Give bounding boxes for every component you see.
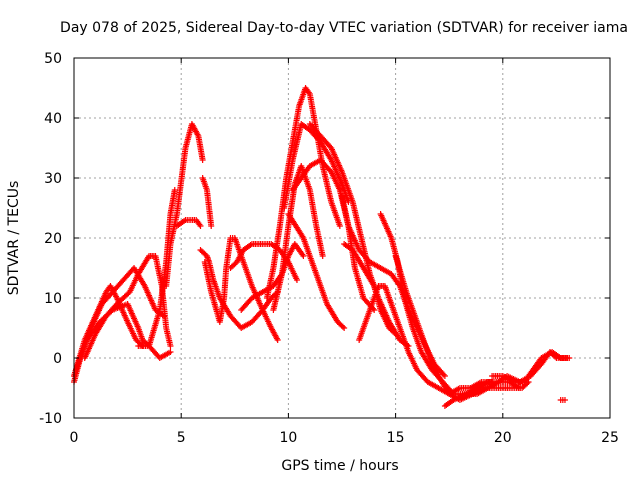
- grid-lines: [74, 58, 610, 418]
- series-arc-9: [199, 175, 215, 229]
- series-arc-11: [227, 241, 300, 283]
- series-arc-22: [356, 283, 496, 397]
- data-point: [339, 323, 346, 330]
- y-tick-label: 10: [44, 291, 62, 307]
- chart-title: Day 078 of 2025, Sidereal Day-to-day VTE…: [60, 20, 628, 36]
- series-arc-13: [263, 85, 343, 301]
- data-point: [566, 355, 573, 361]
- x-tick-label: 20: [494, 430, 512, 446]
- x-axis-label: GPS time / hours: [281, 458, 398, 474]
- data-point: [392, 331, 399, 337]
- data-point: [274, 337, 281, 343]
- data-point: [208, 223, 215, 229]
- x-tick-label: 0: [70, 430, 79, 446]
- y-tick-label: 40: [44, 111, 62, 127]
- data-point: [561, 397, 568, 403]
- series-arc-10: [201, 235, 281, 343]
- series-arc-4: [73, 301, 174, 373]
- x-tick-label: 10: [279, 430, 297, 446]
- data-point: [391, 329, 398, 336]
- axis-ticks: 0 5 10 15 20 25 -10 0 10 20 30 40 50: [39, 51, 619, 446]
- x-tick-label: 15: [387, 430, 405, 446]
- data-point: [440, 371, 447, 378]
- data-point: [167, 349, 174, 355]
- series-arc-21: [377, 211, 523, 397]
- data-point: [167, 343, 174, 349]
- y-tick-label: 20: [44, 231, 62, 247]
- series-arc-23: [392, 253, 532, 403]
- series-arc-26: [557, 397, 568, 403]
- series-arc-20: [341, 241, 399, 337]
- series-arc-15: [281, 121, 352, 211]
- series-arc-25: [489, 349, 573, 385]
- y-tick-label: 50: [44, 51, 62, 67]
- data-marks: [71, 85, 573, 409]
- y-tick-label: -10: [39, 411, 62, 427]
- data-point: [197, 223, 204, 229]
- data-point: [293, 277, 300, 283]
- x-tick-label: 5: [177, 430, 186, 446]
- data-point: [441, 373, 448, 379]
- series-arc-17: [285, 211, 348, 331]
- data-point: [300, 253, 307, 259]
- series-arc-7: [173, 217, 204, 229]
- y-tick-label: 30: [44, 171, 62, 187]
- data-point: [199, 157, 206, 163]
- data-point: [171, 187, 178, 193]
- x-tick-label: 25: [601, 430, 619, 446]
- y-axis-label: SDTVAR / TECUs: [6, 181, 22, 296]
- data-point: [341, 325, 348, 331]
- data-point: [319, 253, 326, 259]
- y-tick-label: 0: [53, 351, 62, 367]
- data-point: [336, 223, 343, 229]
